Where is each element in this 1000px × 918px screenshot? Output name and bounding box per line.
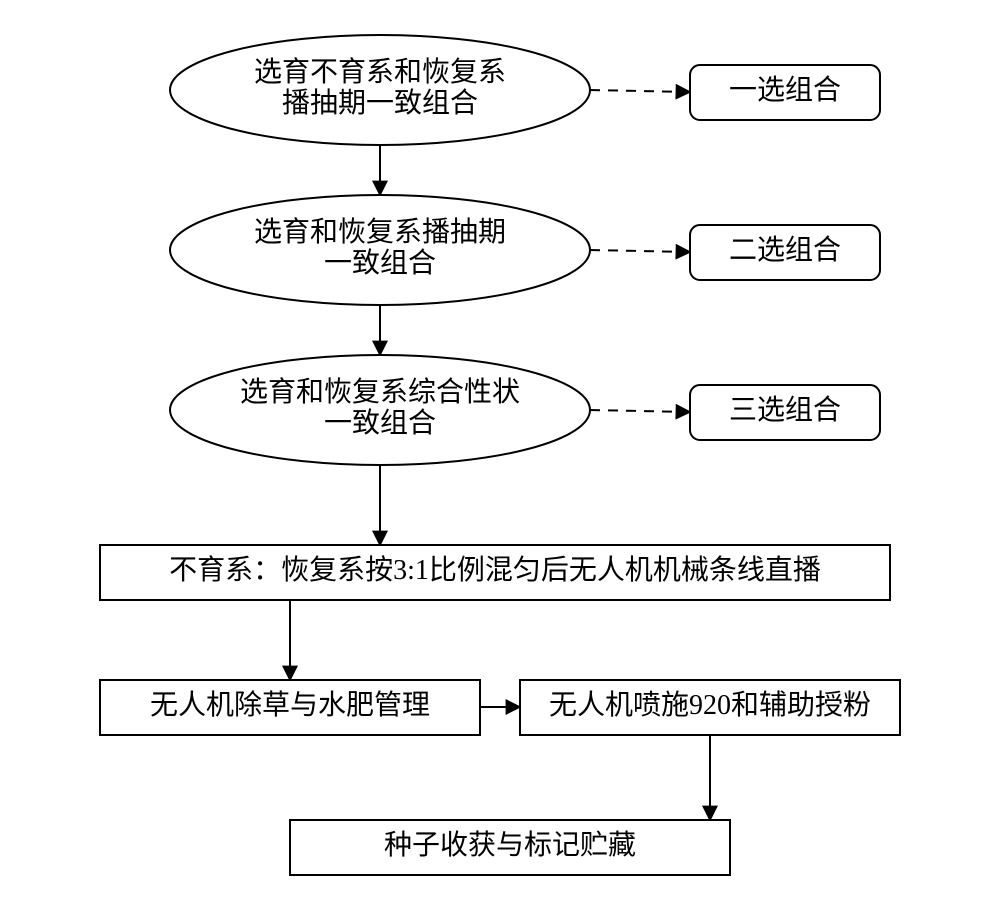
edge-n3-s3 [590,410,690,412]
node-text: 种子收获与标记贮藏 [384,829,636,861]
edge-n2-s2 [590,250,690,252]
node-text: 无人机除草与水肥管理 [150,689,430,721]
flowchart-canvas: 选育不育系和恢复系播抽期一致组合选育和恢复系播抽期一致组合选育和恢复系综合性状一… [0,0,1000,918]
node-s1: 一选组合 [690,65,880,120]
node-s3: 三选组合 [690,385,880,440]
node-text: 三选组合 [729,394,841,426]
node-text: 一致组合 [324,407,436,439]
node-text: 一选组合 [729,74,841,106]
edge-n1-s1 [590,90,690,92]
node-r3: 无人机喷施920和辅助授粉 [520,680,900,735]
node-text: 无人机喷施920和辅助授粉 [549,689,871,721]
node-text: 选育和恢复系播抽期 [254,216,506,248]
node-text: 不育系：恢复系按3:1比例混匀后无人机机械条线直播 [169,554,821,586]
node-text: 播抽期一致组合 [282,87,478,119]
node-text: 一致组合 [324,247,436,279]
node-text: 选育和恢复系综合性状 [240,376,520,408]
node-n3: 选育和恢复系综合性状一致组合 [170,355,590,465]
nodes-layer: 选育不育系和恢复系播抽期一致组合选育和恢复系播抽期一致组合选育和恢复系综合性状一… [100,35,900,875]
node-r2: 无人机除草与水肥管理 [100,680,480,735]
node-r1: 不育系：恢复系按3:1比例混匀后无人机机械条线直播 [100,545,890,600]
node-text: 二选组合 [729,234,841,266]
node-s2: 二选组合 [690,225,880,280]
node-n1: 选育不育系和恢复系播抽期一致组合 [170,35,590,145]
node-r4: 种子收获与标记贮藏 [290,820,730,875]
node-text: 选育不育系和恢复系 [254,56,506,88]
node-n2: 选育和恢复系播抽期一致组合 [170,195,590,305]
